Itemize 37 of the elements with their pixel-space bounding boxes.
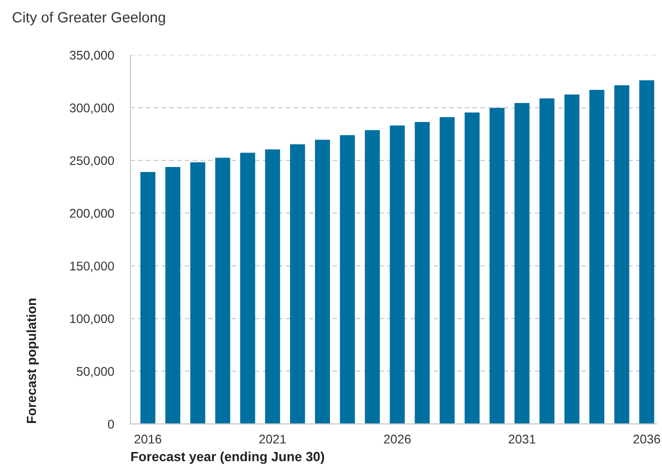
bar (589, 90, 604, 424)
x-tick-label: 2021 (259, 434, 286, 444)
bar (564, 94, 580, 424)
bar (614, 85, 630, 424)
x-tick-label: 2026 (384, 434, 411, 444)
bar (140, 172, 156, 424)
bar (290, 144, 306, 424)
y-tick-label: 150,000 (70, 262, 114, 272)
y-tick-label: 200,000 (70, 208, 114, 220)
bar (215, 158, 230, 424)
bar (539, 98, 554, 424)
bar (490, 108, 505, 424)
y-tick-label: 300,000 (70, 104, 114, 114)
y-tick-label: 0 (108, 420, 114, 429)
bar (639, 80, 654, 424)
bar (165, 166, 180, 424)
y-tick-label: 250,000 (70, 156, 114, 167)
bar (414, 122, 430, 424)
bar (190, 162, 206, 424)
bar (514, 102, 530, 424)
bar (314, 140, 330, 424)
x-tick-label: 2036 (633, 434, 660, 444)
x-axis-title: Forecast year (ending June 30) (131, 452, 324, 464)
bar (464, 112, 480, 424)
x-tick-label: 2031 (508, 434, 536, 444)
bar (390, 126, 405, 424)
bar (265, 149, 280, 424)
y-tick-label: 50,000 (76, 367, 114, 378)
bar (364, 130, 380, 424)
bar (440, 117, 455, 424)
x-tick-label: 2016 (134, 434, 162, 444)
y-tick-label: 100,000 (70, 314, 114, 325)
bar (240, 152, 256, 424)
bar (340, 135, 355, 424)
y-axis-title: Forecast population (26, 298, 39, 424)
chart-subtitle: City of Greater Geelong (12, 12, 165, 26)
y-tick-label: 350,000 (70, 50, 114, 62)
